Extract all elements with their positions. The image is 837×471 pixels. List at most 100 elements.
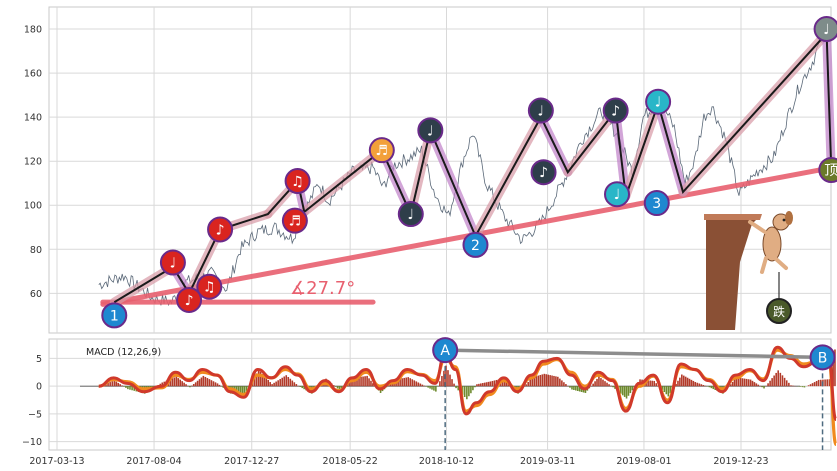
macd-histogram-bar: [576, 386, 579, 391]
macd-histogram-bar: [563, 382, 565, 387]
macd-histogram-bar: [541, 374, 544, 387]
pivot-marker: ♪: [176, 286, 203, 313]
macd-histogram-bar: [189, 386, 191, 388]
macd-histogram-bar: [196, 380, 199, 387]
macd-histogram-bar: [571, 386, 573, 390]
macd-y-tick-label: −10: [22, 437, 42, 448]
macd-histogram-bar: [212, 381, 215, 387]
pendant-circle: [766, 298, 792, 324]
macd-histogram-bar: [737, 377, 740, 387]
macd-histogram-bar: [169, 379, 172, 387]
pivot-marker-circle: [818, 157, 837, 183]
divergence-marker-label: A: [440, 343, 450, 359]
macd-histogram-bar: [629, 386, 632, 394]
macd-histogram-bar: [449, 374, 451, 387]
macd-histogram-bar: [121, 385, 123, 387]
macd-histogram-bar: [487, 381, 490, 387]
macd-histogram-bar: [253, 377, 256, 387]
macd-histogram-bar: [413, 380, 416, 387]
macd-histogram-bar: [295, 384, 298, 387]
macd-histogram-bar: [336, 386, 339, 389]
macd-histogram-bar: [119, 384, 121, 387]
macd-histogram-bar: [547, 374, 550, 387]
macd-histogram-bar: [819, 379, 822, 387]
macd-histogram-bar: [427, 386, 429, 388]
pivot-marker-label: ♪: [185, 293, 194, 309]
pivot-marker-circle: [196, 273, 223, 300]
macd-histogram-bar: [443, 370, 445, 387]
price-y-tick-label: 60: [30, 289, 42, 300]
macd-histogram-bar: [125, 386, 127, 388]
macd-histogram-bar: [303, 386, 305, 390]
macd-histogram-bar: [206, 378, 209, 387]
macd-histogram-bar: [161, 382, 164, 387]
macd-histogram-bar: [277, 380, 279, 387]
macd-histogram-bar: [757, 384, 760, 387]
macd-histogram-bar: [653, 380, 655, 387]
macd-histogram-bar: [273, 382, 275, 387]
macd-histogram-bar: [401, 378, 403, 387]
macd-histogram-bar: [183, 382, 185, 387]
macd-histogram-bar: [594, 381, 596, 387]
macd-histogram-bar: [773, 375, 775, 387]
pivot-marker: ♩: [645, 88, 672, 115]
macd-histogram-bar: [338, 386, 341, 391]
macd-histogram-bar: [431, 386, 433, 390]
price-y-tick-label: 100: [24, 201, 42, 212]
macd-histogram-bar: [817, 379, 820, 387]
macd-histogram-bar: [663, 386, 666, 393]
macd-histogram-bar: [537, 375, 540, 387]
macd-histogram-bar: [612, 386, 614, 388]
x-tick-label: 2017-12-27: [224, 456, 279, 467]
pivot-marker-label: ♩: [427, 123, 434, 139]
macd-histogram-bar: [269, 382, 271, 387]
macd-histogram-bar: [455, 386, 457, 389]
macd-histogram-bar: [417, 382, 420, 387]
macd-histogram-bar: [491, 380, 494, 387]
pivot-marker-circle: [645, 88, 672, 115]
pivot-marker: ♪: [207, 216, 234, 243]
macd-histogram-bar: [481, 383, 484, 387]
macd-histogram-bar: [655, 383, 658, 387]
price-plot-area: ∡27.7° 1 ♩ ♪ ♫ ♪ ♫ ♬ ♬ ♩ ♩ 2 ♩ ♪ ♪ ♩ ♩ 3 ♩ 顶跌: [98, 16, 837, 329]
macd-histogram-bar: [710, 386, 713, 389]
macd-histogram-bar: [702, 384, 705, 387]
macd-histogram-bar: [751, 380, 754, 387]
price-y-ticks: 60 80 100 120 140 160 180: [24, 25, 42, 300]
macd-histogram-bar: [783, 377, 786, 387]
macd-histogram-bar: [340, 386, 343, 389]
x-tick-label: 2019-03-11: [520, 456, 575, 467]
macd-histogram-bar: [411, 379, 414, 387]
macd-histogram-bar: [815, 381, 818, 387]
pivot-marker-circle: [462, 231, 489, 258]
pendant-label: 跌: [773, 304, 785, 319]
price-y-tick-label: 180: [24, 25, 42, 36]
macd-histogram-bar: [283, 376, 286, 387]
macd-histogram-bar: [621, 386, 624, 396]
pivot-marker-label: ♪: [539, 165, 548, 181]
macd-histogram-bar: [781, 375, 784, 387]
macd-histogram-bar: [785, 380, 788, 387]
pivot-marker-circle: [602, 97, 629, 124]
macd-histogram-bar: [531, 377, 534, 387]
macd-histogram-bar: [667, 386, 670, 397]
macd-histogram-bar: [245, 386, 248, 392]
macd-histogram-bar: [453, 383, 455, 387]
pivot-marker: ♩: [417, 117, 444, 144]
macd-histogram-bar: [801, 386, 804, 388]
pivot-marker-circle: [417, 117, 444, 144]
macd-histogram-bar: [535, 376, 538, 387]
macd-histogram-bar: [439, 381, 441, 387]
macd-histogram-bar: [505, 380, 508, 387]
x-tick-label: 2017-03-13: [29, 456, 84, 467]
macd-histogram-bar: [675, 383, 677, 387]
pivot-marker-label: ♬: [289, 214, 302, 230]
macd-histogram-bar: [682, 375, 685, 387]
angle-label: ∡27.7°: [290, 278, 355, 299]
macd-histogram-bar: [131, 386, 133, 391]
pivot-marker-circle: [281, 207, 308, 234]
macd-histogram-bar: [679, 377, 681, 387]
pivot-marker-circle: [813, 16, 837, 43]
macd-histogram-bar: [684, 376, 687, 387]
macd-histogram-bar: [483, 382, 486, 387]
